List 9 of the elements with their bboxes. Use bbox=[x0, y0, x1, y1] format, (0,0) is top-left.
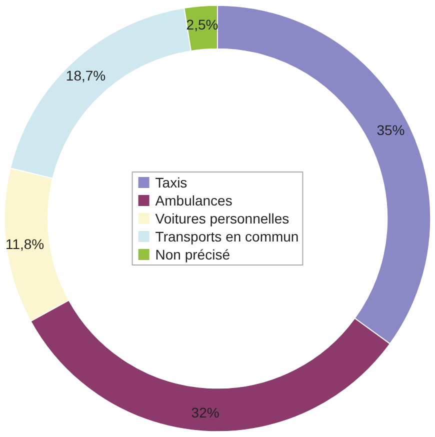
data-label: 18,7% bbox=[66, 68, 106, 84]
legend-label: Transports en commun bbox=[155, 228, 299, 244]
data-label: 32% bbox=[191, 404, 220, 421]
legend-label: Taxis bbox=[155, 174, 188, 190]
legend-label: Voitures personnelles bbox=[155, 210, 290, 226]
data-label: 11,8% bbox=[5, 236, 44, 252]
legend-label: Ambulances bbox=[155, 192, 232, 208]
legend-label: Non précisé bbox=[155, 246, 230, 262]
data-label: 35% bbox=[376, 122, 405, 138]
